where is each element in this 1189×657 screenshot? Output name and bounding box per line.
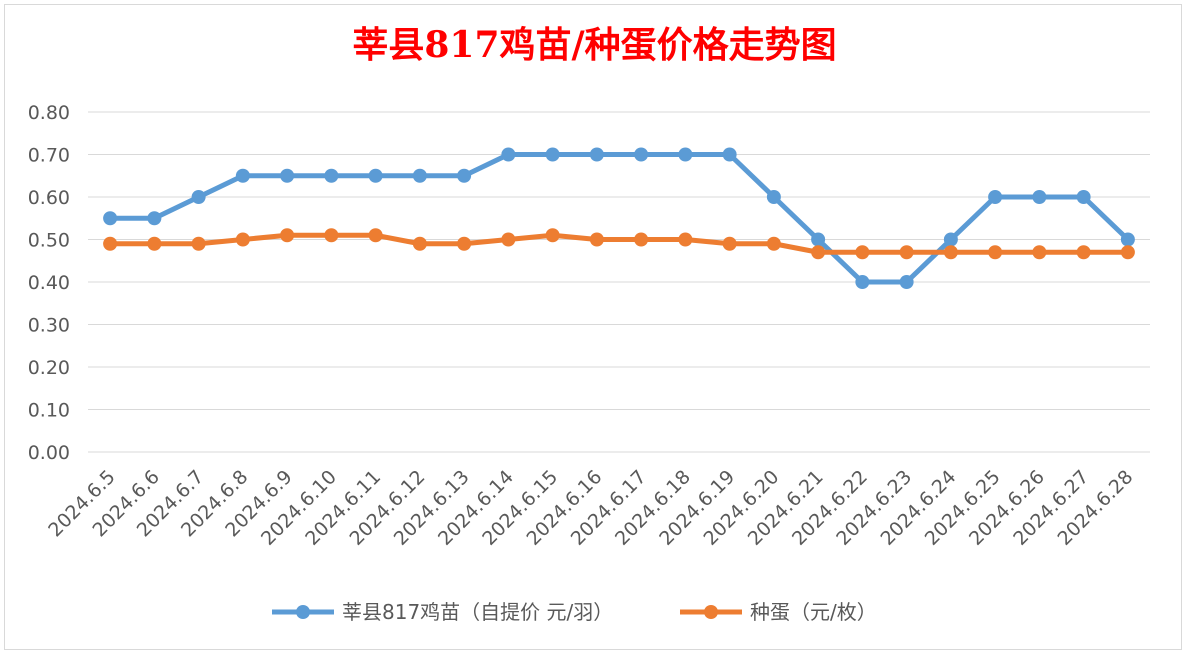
series-lines — [103, 147, 1135, 289]
series-line — [110, 152, 1130, 285]
y-tick-label: 0.20 — [28, 357, 70, 379]
data-point — [634, 232, 649, 247]
y-tick-label: 0.70 — [28, 145, 70, 167]
gridlines — [88, 111, 1150, 453]
data-point — [1032, 245, 1047, 260]
data-point — [280, 168, 295, 183]
y-tick-label: 0.30 — [28, 315, 70, 337]
y-tick-label: 0.00 — [28, 442, 70, 464]
data-point — [766, 236, 781, 251]
series-line — [110, 232, 1128, 255]
data-point — [368, 228, 383, 243]
y-tick-label: 0.60 — [28, 187, 70, 209]
data-point — [545, 147, 560, 162]
y-axis-labels: 0.00 0.10 0.20 0.30 0.40 0.50 0.60 0.70 0.80 — [28, 102, 70, 464]
data-point — [147, 236, 162, 251]
data-point — [324, 228, 339, 243]
legend-label: 莘县817鸡苗（自提价 元/羽） — [342, 600, 613, 624]
data-point — [899, 245, 914, 260]
data-point — [324, 168, 339, 183]
data-point — [457, 236, 472, 251]
y-tick-label: 0.80 — [28, 102, 70, 124]
data-point — [589, 232, 604, 247]
data-point — [457, 168, 472, 183]
data-point — [103, 236, 118, 251]
legend-label: 种蛋（元/枚） — [750, 600, 877, 624]
data-point — [722, 236, 737, 251]
legend-marker — [296, 605, 310, 619]
x-axis-labels: 2024.6.52024.6.62024.6.72024.6.82024.6.9… — [44, 466, 1137, 550]
data-point — [722, 147, 737, 162]
data-point — [943, 232, 958, 247]
data-point — [811, 232, 826, 247]
data-point — [368, 168, 383, 183]
series-1 — [103, 147, 1135, 289]
data-point — [634, 147, 649, 162]
data-point — [1120, 245, 1135, 260]
data-point — [766, 190, 781, 204]
y-tick-label: 0.50 — [28, 230, 70, 252]
data-point — [235, 168, 250, 183]
data-point — [191, 236, 206, 251]
data-point — [855, 245, 870, 260]
chart-title: 莘县817鸡苗/种蛋价格走势图 — [352, 24, 837, 66]
data-point — [545, 228, 560, 243]
data-point — [811, 245, 826, 260]
data-point — [103, 211, 118, 226]
data-point — [1120, 232, 1135, 247]
data-point — [1076, 190, 1091, 204]
data-point — [147, 211, 162, 226]
data-point — [1076, 245, 1091, 260]
data-point — [589, 147, 604, 162]
data-point — [412, 168, 427, 183]
data-point — [501, 232, 516, 247]
data-point — [855, 275, 870, 289]
legend: 莘县817鸡苗（自提价 元/羽） 种蛋（元/枚） — [272, 600, 877, 624]
y-tick-label: 0.10 — [28, 400, 70, 422]
data-point — [501, 147, 516, 162]
series-2 — [103, 228, 1135, 260]
data-point — [191, 190, 206, 204]
data-point — [943, 245, 958, 260]
data-point — [678, 232, 693, 247]
data-point — [899, 275, 914, 289]
data-point — [412, 236, 427, 251]
data-point — [280, 228, 295, 243]
y-tick-label: 0.40 — [28, 272, 70, 294]
data-point — [988, 245, 1003, 260]
data-point — [235, 232, 250, 247]
data-point — [1032, 190, 1047, 204]
data-point — [988, 190, 1003, 204]
data-point — [678, 147, 693, 162]
legend-marker — [704, 605, 718, 619]
